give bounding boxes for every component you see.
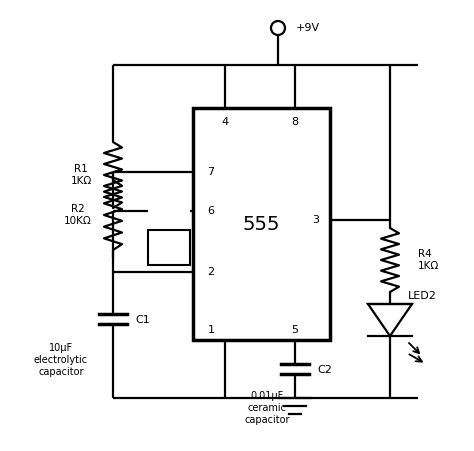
Text: 5: 5 xyxy=(292,325,299,335)
Text: C1: C1 xyxy=(135,315,150,325)
Text: C2: C2 xyxy=(317,365,332,375)
Text: 0.01μF
ceramic
capacitor: 0.01μF ceramic capacitor xyxy=(244,391,290,424)
Text: 8: 8 xyxy=(292,117,299,127)
Text: LED2: LED2 xyxy=(408,291,437,301)
Text: 6: 6 xyxy=(208,206,215,216)
Text: R2
10KΩ: R2 10KΩ xyxy=(64,204,92,226)
Text: 10μF
electrolytic
capacitor: 10μF electrolytic capacitor xyxy=(34,343,88,377)
Text: +9V: +9V xyxy=(296,23,320,33)
Text: R1
1KΩ: R1 1KΩ xyxy=(70,164,91,186)
Text: 4: 4 xyxy=(221,117,228,127)
Text: 7: 7 xyxy=(208,167,215,177)
Text: R4
1KΩ: R4 1KΩ xyxy=(418,249,439,271)
Bar xyxy=(193,108,330,340)
Text: 1: 1 xyxy=(208,325,215,335)
Text: 555: 555 xyxy=(243,215,280,234)
Text: 2: 2 xyxy=(208,267,215,277)
Text: 3: 3 xyxy=(312,215,319,225)
Bar xyxy=(148,230,190,265)
